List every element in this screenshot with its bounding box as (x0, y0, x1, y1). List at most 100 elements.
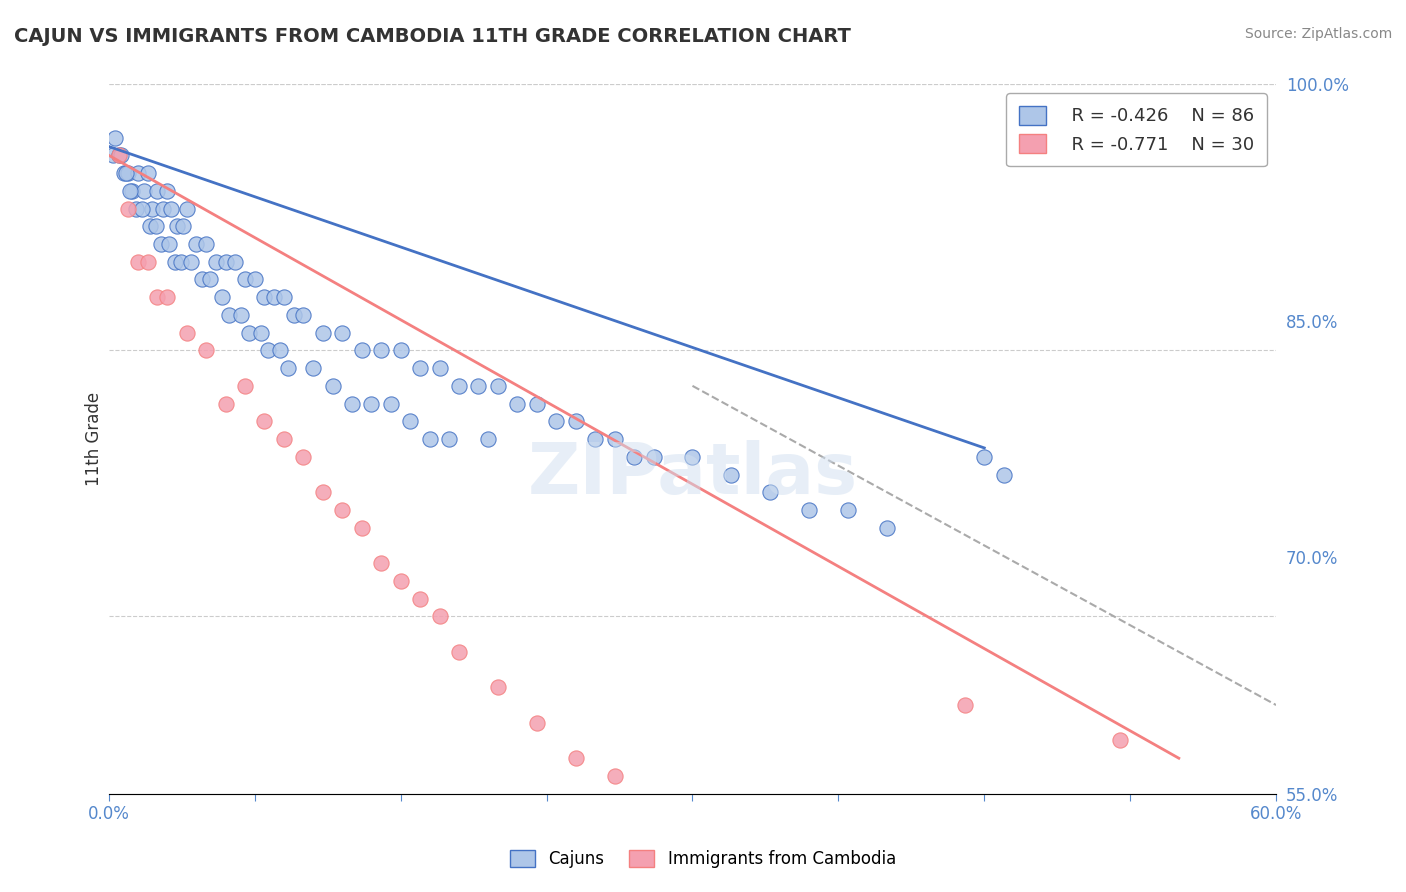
Point (127, 254, 149, 268)
Point (186, 237, 208, 252)
Point (526, 715, 548, 730)
Point (257, 343, 280, 358)
Legend:   R = -0.426    N = 86,   R = -0.771    N = 30: R = -0.426 N = 86, R = -0.771 N = 30 (1007, 94, 1267, 167)
Point (340, 396, 363, 410)
Point (583, 432, 606, 446)
Point (152, 202, 174, 216)
Point (224, 254, 246, 268)
Point (486, 379, 509, 393)
Point (312, 485, 335, 500)
Point (302, 361, 325, 376)
Point (150, 237, 173, 252)
Point (409, 591, 432, 606)
Text: CAJUN VS IMMIGRANTS FROM CAMBODIA 11TH GRADE CORRELATION CHART: CAJUN VS IMMIGRANTS FROM CAMBODIA 11TH G… (14, 27, 851, 45)
Point (253, 414, 276, 428)
Point (101, 148, 124, 162)
Point (249, 326, 271, 340)
Point (238, 326, 260, 340)
Point (211, 290, 233, 304)
Point (439, 432, 461, 446)
Point (623, 450, 645, 464)
Point (195, 237, 218, 252)
Point (127, 166, 149, 180)
Point (104, 130, 127, 145)
Point (125, 202, 148, 216)
Point (477, 432, 499, 446)
Point (350, 521, 373, 535)
Point (330, 503, 353, 517)
Y-axis label: 11th Grade: 11th Grade (86, 392, 103, 486)
Point (233, 272, 256, 286)
Point (176, 202, 198, 216)
Point (121, 184, 143, 198)
Point (322, 379, 344, 393)
Point (486, 681, 509, 695)
Point (350, 343, 373, 358)
Point (214, 396, 236, 410)
Point (953, 698, 976, 712)
Point (429, 609, 451, 624)
Point (973, 450, 995, 464)
Point (399, 414, 422, 428)
Point (157, 237, 180, 252)
Point (172, 219, 194, 234)
Point (112, 166, 135, 180)
Point (146, 184, 169, 198)
Point (330, 326, 353, 340)
Point (603, 432, 626, 446)
Point (117, 166, 139, 180)
Point (312, 326, 335, 340)
Point (253, 290, 276, 304)
Point (682, 450, 704, 464)
Text: Source: ZipAtlas.com: Source: ZipAtlas.com (1244, 27, 1392, 41)
Point (136, 166, 159, 180)
Point (409, 361, 432, 376)
Point (370, 556, 392, 570)
Point (467, 379, 489, 393)
Point (205, 254, 228, 268)
Point (277, 361, 299, 376)
Point (759, 485, 782, 500)
Point (107, 148, 129, 162)
Point (273, 432, 295, 446)
Point (131, 202, 153, 216)
Point (263, 290, 285, 304)
Point (218, 308, 240, 322)
Point (526, 396, 548, 410)
Point (180, 254, 202, 268)
Point (564, 414, 586, 428)
Point (389, 343, 412, 358)
Point (115, 166, 138, 180)
Point (564, 751, 586, 765)
Point (273, 290, 295, 304)
Point (799, 857, 821, 871)
Point (380, 396, 402, 410)
Point (156, 290, 179, 304)
Point (603, 769, 626, 783)
Point (231, 308, 253, 322)
Point (419, 432, 441, 446)
Point (145, 219, 167, 234)
Point (643, 805, 665, 819)
Point (176, 326, 198, 340)
Point (292, 308, 315, 322)
Point (837, 503, 859, 517)
Point (141, 202, 163, 216)
Point (146, 290, 169, 304)
Legend: Cajuns, Immigrants from Cambodia: Cajuns, Immigrants from Cambodia (503, 843, 903, 875)
Point (163, 254, 186, 268)
Point (138, 219, 160, 234)
Point (429, 361, 451, 376)
Point (191, 272, 214, 286)
Point (214, 254, 236, 268)
Point (156, 184, 179, 198)
Point (117, 202, 139, 216)
Point (283, 308, 305, 322)
Point (447, 379, 470, 393)
Point (360, 396, 382, 410)
Point (198, 272, 221, 286)
Point (720, 822, 742, 837)
Point (110, 148, 132, 162)
Point (643, 450, 665, 464)
Point (160, 202, 183, 216)
